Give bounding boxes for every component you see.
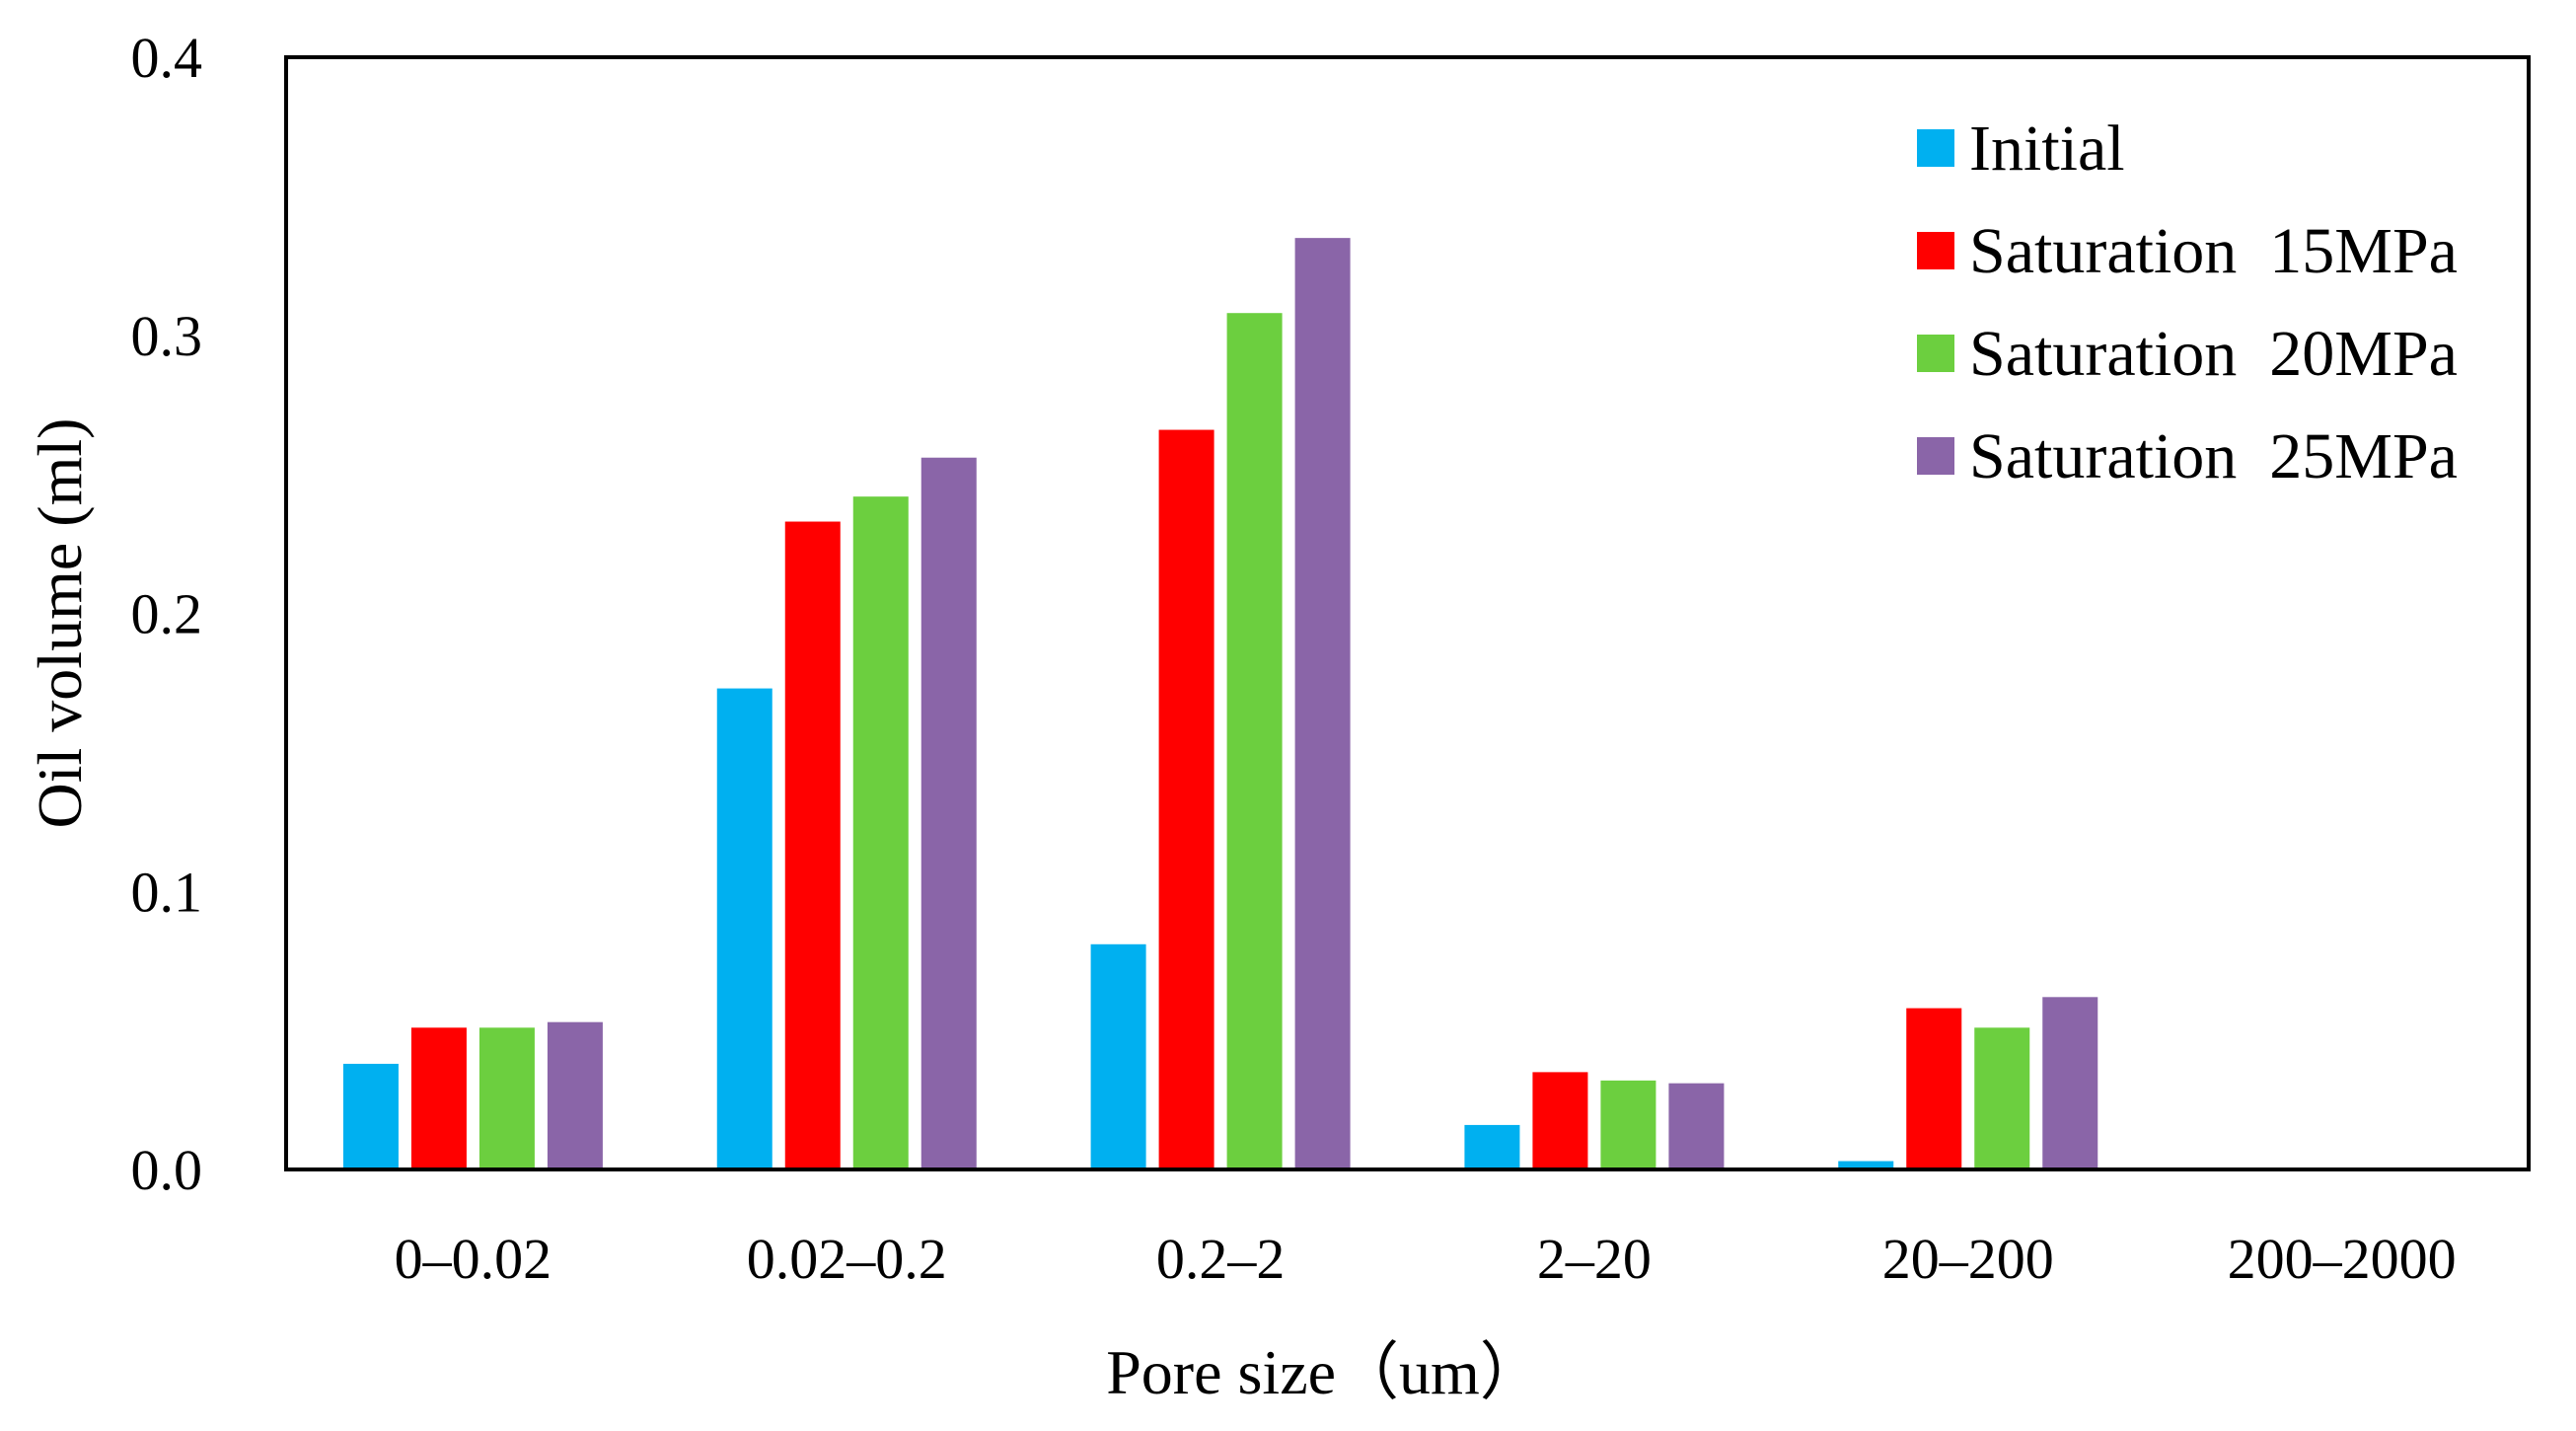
x-axis-title: Pore size（um） bbox=[1106, 1337, 1543, 1407]
bar-initial bbox=[716, 688, 773, 1169]
bar-initial bbox=[342, 1063, 399, 1169]
plot-frame bbox=[284, 55, 2531, 1171]
bar-initial bbox=[1090, 943, 1146, 1169]
x-category-label: 2–20 bbox=[1537, 1227, 1652, 1291]
y-tick-label: 0.0 bbox=[131, 1138, 203, 1202]
y-tick-label: 0.2 bbox=[131, 582, 203, 646]
legend-swatch bbox=[1917, 437, 1954, 475]
legend-swatch bbox=[1917, 232, 1954, 269]
bar-saturation-1 bbox=[784, 521, 841, 1169]
legend-label: Saturation 25MPa bbox=[1969, 420, 2458, 492]
x-category-label: 0.2–2 bbox=[1156, 1227, 1286, 1291]
x-category-label: 200–2000 bbox=[2228, 1227, 2457, 1291]
bar-saturation-1 bbox=[410, 1027, 467, 1169]
bars-layer bbox=[342, 238, 2098, 1170]
legend-label: Saturation 15MPa bbox=[1969, 215, 2458, 287]
bar-saturation-1 bbox=[1158, 429, 1214, 1169]
bar-initial bbox=[1838, 1161, 1894, 1169]
bar-saturation-3 bbox=[547, 1021, 603, 1169]
bar-saturation-3 bbox=[1294, 238, 1351, 1169]
bar-saturation-3 bbox=[2042, 997, 2098, 1169]
legend-swatch bbox=[1917, 335, 1954, 372]
x-category-label: 0.02–0.2 bbox=[747, 1227, 947, 1291]
legend-label: Saturation 20MPa bbox=[1969, 318, 2458, 390]
y-axis-title: Oil volume (ml) bbox=[25, 418, 95, 829]
bar-saturation-3 bbox=[1668, 1083, 1725, 1169]
bar-saturation-2 bbox=[1600, 1080, 1656, 1169]
x-axis-categories: 0–0.02 0.02–0.2 0.2–2 2–20 20–200 200–2000 bbox=[395, 1227, 2457, 1291]
bar-saturation-1 bbox=[1532, 1072, 1588, 1169]
x-category-label: 0–0.02 bbox=[395, 1227, 552, 1291]
bar-saturation-2 bbox=[478, 1027, 535, 1169]
y-tick-label: 0.1 bbox=[131, 860, 203, 924]
y-axis-ticks: 0.0 0.1 0.2 0.3 0.4 bbox=[131, 26, 203, 1202]
legend: Initial Saturation 15MPa Saturation 20MPa S… bbox=[1917, 113, 2458, 492]
y-tick-label: 0.4 bbox=[131, 26, 203, 90]
bar-saturation-2 bbox=[1974, 1027, 2030, 1169]
bar-initial bbox=[1464, 1124, 1520, 1169]
x-category-label: 20–200 bbox=[1882, 1227, 2054, 1291]
bar-saturation-3 bbox=[920, 457, 977, 1170]
bar-saturation-1 bbox=[1906, 1008, 1962, 1169]
bar-saturation-2 bbox=[1226, 313, 1283, 1170]
y-tick-label: 0.3 bbox=[131, 304, 203, 368]
legend-label: Initial bbox=[1969, 113, 2125, 185]
legend-swatch bbox=[1917, 129, 1954, 167]
bar-saturation-2 bbox=[852, 496, 909, 1169]
